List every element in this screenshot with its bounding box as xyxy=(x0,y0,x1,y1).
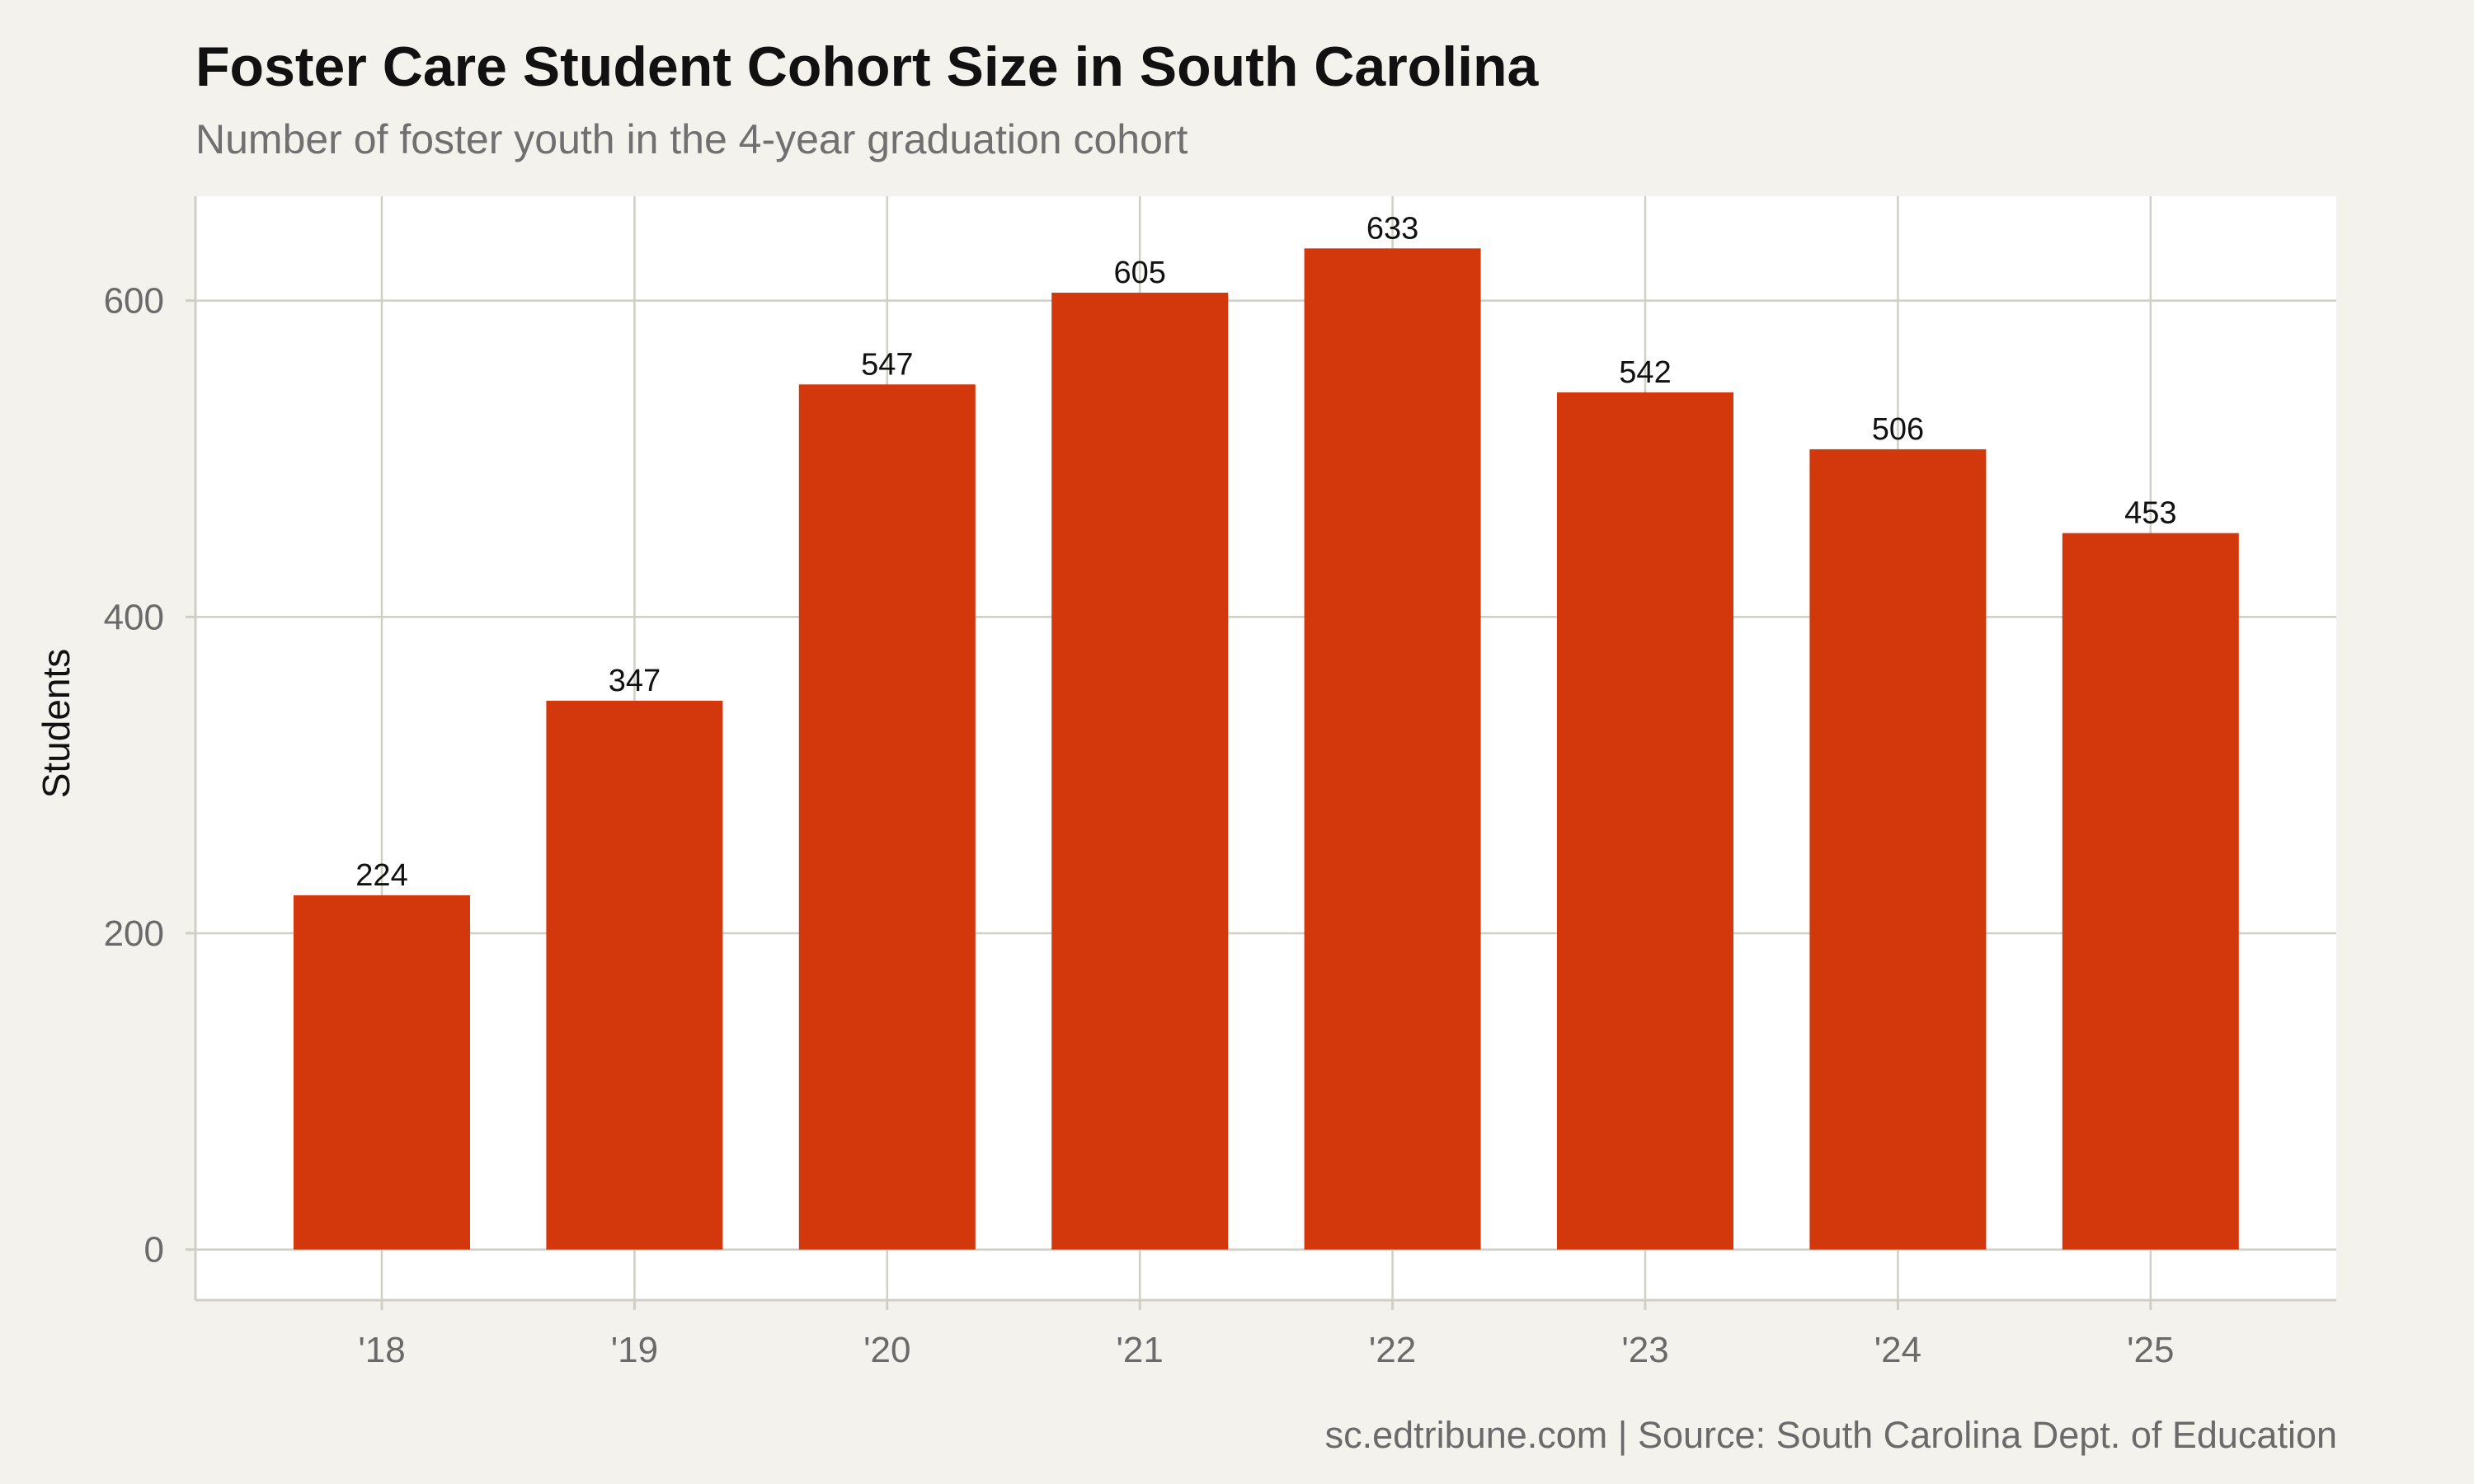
chart-subtitle: Number of foster youth in the 4-year gra… xyxy=(195,116,1188,162)
y-tick-label: 400 xyxy=(104,597,164,637)
bar xyxy=(1304,248,1481,1250)
chart-title: Foster Care Student Cohort Size in South… xyxy=(195,35,1539,98)
x-tick-label: '24 xyxy=(1874,1330,1921,1370)
bar-value-label: 506 xyxy=(1872,412,1924,447)
tick-labels: '18 '19 '20 '21 '22 '23 '24 '25 0 200 400 600 xyxy=(104,281,2175,1370)
x-tick-label: '23 xyxy=(1621,1330,1668,1370)
axes xyxy=(186,196,2336,1310)
bar xyxy=(294,895,470,1250)
y-tick-label: 0 xyxy=(144,1230,164,1270)
bar-value-label: 453 xyxy=(2124,496,2176,531)
y-axis-label: Students xyxy=(35,649,78,799)
data-labels: 224 347 547 605 633 542 506 453 xyxy=(355,211,2176,893)
bar xyxy=(2062,533,2239,1250)
x-tick-label: '21 xyxy=(1117,1330,1164,1370)
bar xyxy=(1809,448,1987,1250)
source-caption: sc.edtribune.com | Source: South Carolin… xyxy=(1324,1414,2337,1456)
x-tick-label: '22 xyxy=(1369,1330,1416,1370)
bar-value-label: 605 xyxy=(1113,256,1165,290)
x-tick-label: '19 xyxy=(611,1330,658,1370)
bars xyxy=(294,248,2239,1250)
plot-panel xyxy=(195,196,2336,1300)
bar xyxy=(1557,392,1733,1250)
bar-value-label: 224 xyxy=(355,858,407,893)
bar-value-label: 347 xyxy=(609,664,661,698)
y-tick-label: 600 xyxy=(104,281,164,322)
bar xyxy=(798,384,976,1250)
y-tick-label: 200 xyxy=(104,913,164,954)
bar-value-label: 633 xyxy=(1366,211,1418,246)
bar-value-label: 542 xyxy=(1619,355,1671,390)
x-tick-label: '25 xyxy=(2127,1330,2174,1370)
bar xyxy=(1051,293,1229,1250)
x-tick-label: '20 xyxy=(863,1330,910,1370)
x-tick-label: '18 xyxy=(358,1330,405,1370)
bar-value-label: 547 xyxy=(861,347,913,382)
bar xyxy=(546,700,723,1250)
